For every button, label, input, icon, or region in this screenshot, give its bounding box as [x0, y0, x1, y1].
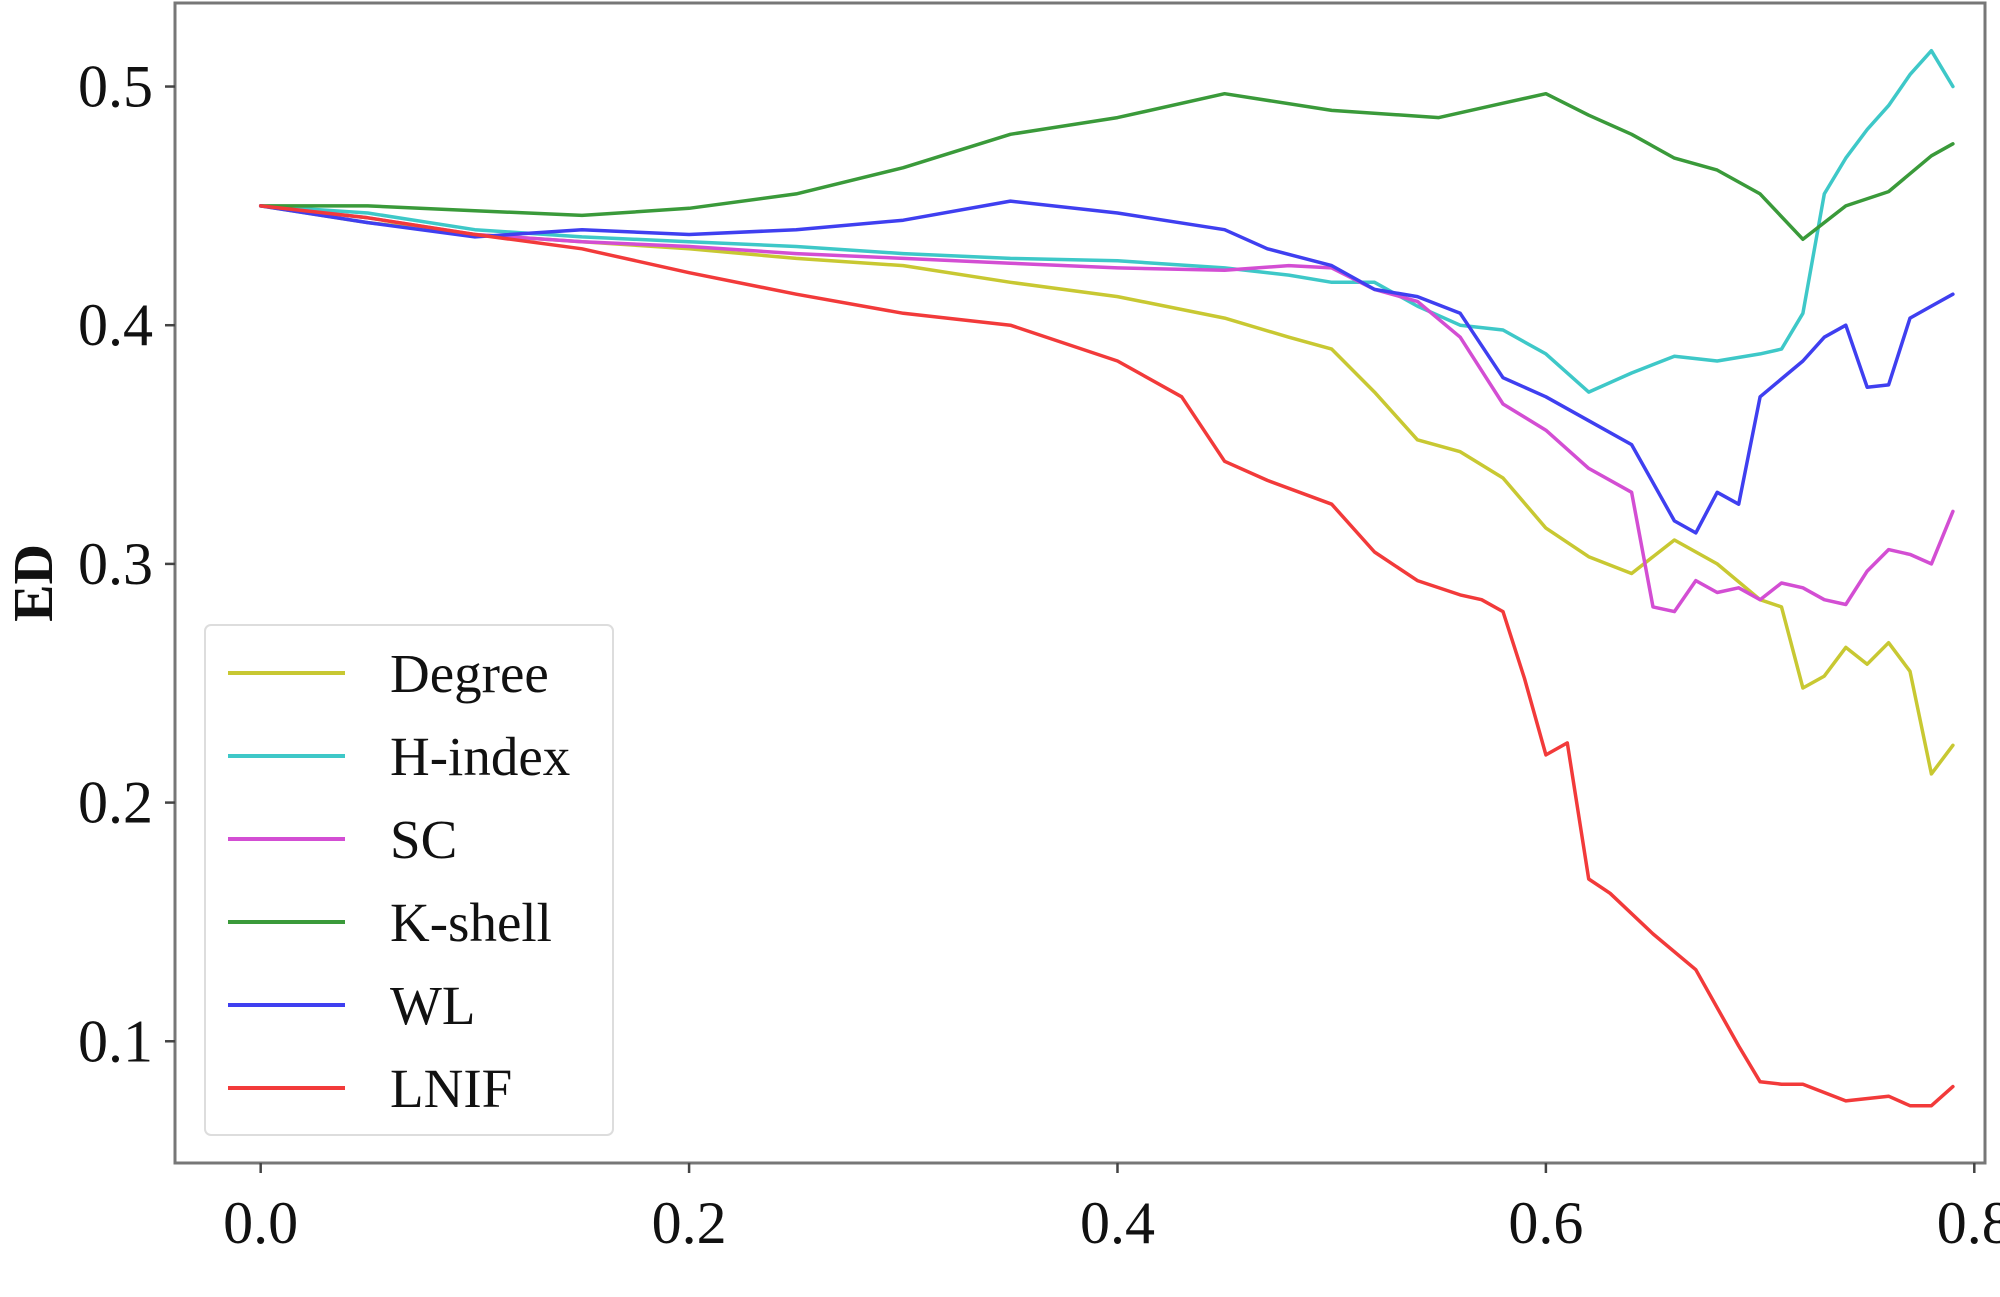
y-axis-title: ED [3, 544, 65, 622]
legend-label-degree: Degree [390, 643, 549, 704]
series-line-sc [258, 204, 1955, 614]
series-line-degree [258, 204, 1955, 776]
legend-label-wl: WL [390, 975, 476, 1036]
y-tick-label: 0.5 [78, 54, 153, 120]
series-line-lnif [258, 204, 1955, 1108]
x-tick-label: 0.2 [652, 1190, 727, 1256]
legend: Degree H-index SC K-shell WL LNIF [204, 624, 614, 1136]
legend-label-k-shell: K-shell [390, 892, 552, 953]
x-tick-label: 0.4 [1080, 1190, 1155, 1256]
legend-label-lnif: LNIF [390, 1058, 512, 1119]
series-line-wl [258, 199, 1955, 535]
y-axis: 0.1 0.2 0.3 0.4 0.5 [78, 54, 175, 1074]
series-line-k-shell [258, 91, 1955, 242]
legend-label-sc: SC [390, 809, 457, 870]
legend-box [204, 624, 614, 1136]
legend-label-h-index: H-index [390, 726, 570, 787]
x-tick-label: 0.8 [1937, 1190, 2000, 1256]
y-tick-label: 0.1 [78, 1008, 153, 1074]
series-layer [258, 48, 1955, 1108]
plot-frame [173, 1, 1987, 1165]
x-axis: 0.0 0.2 0.4 0.6 0.8 [223, 1163, 2000, 1256]
x-tick-label: 0.0 [223, 1190, 298, 1256]
y-tick-label: 0.4 [78, 292, 153, 358]
y-tick-label: 0.2 [78, 770, 153, 836]
series-line-h-index [258, 48, 1955, 394]
y-tick-label: 0.3 [78, 531, 153, 597]
x-tick-label: 0.6 [1508, 1190, 1583, 1256]
